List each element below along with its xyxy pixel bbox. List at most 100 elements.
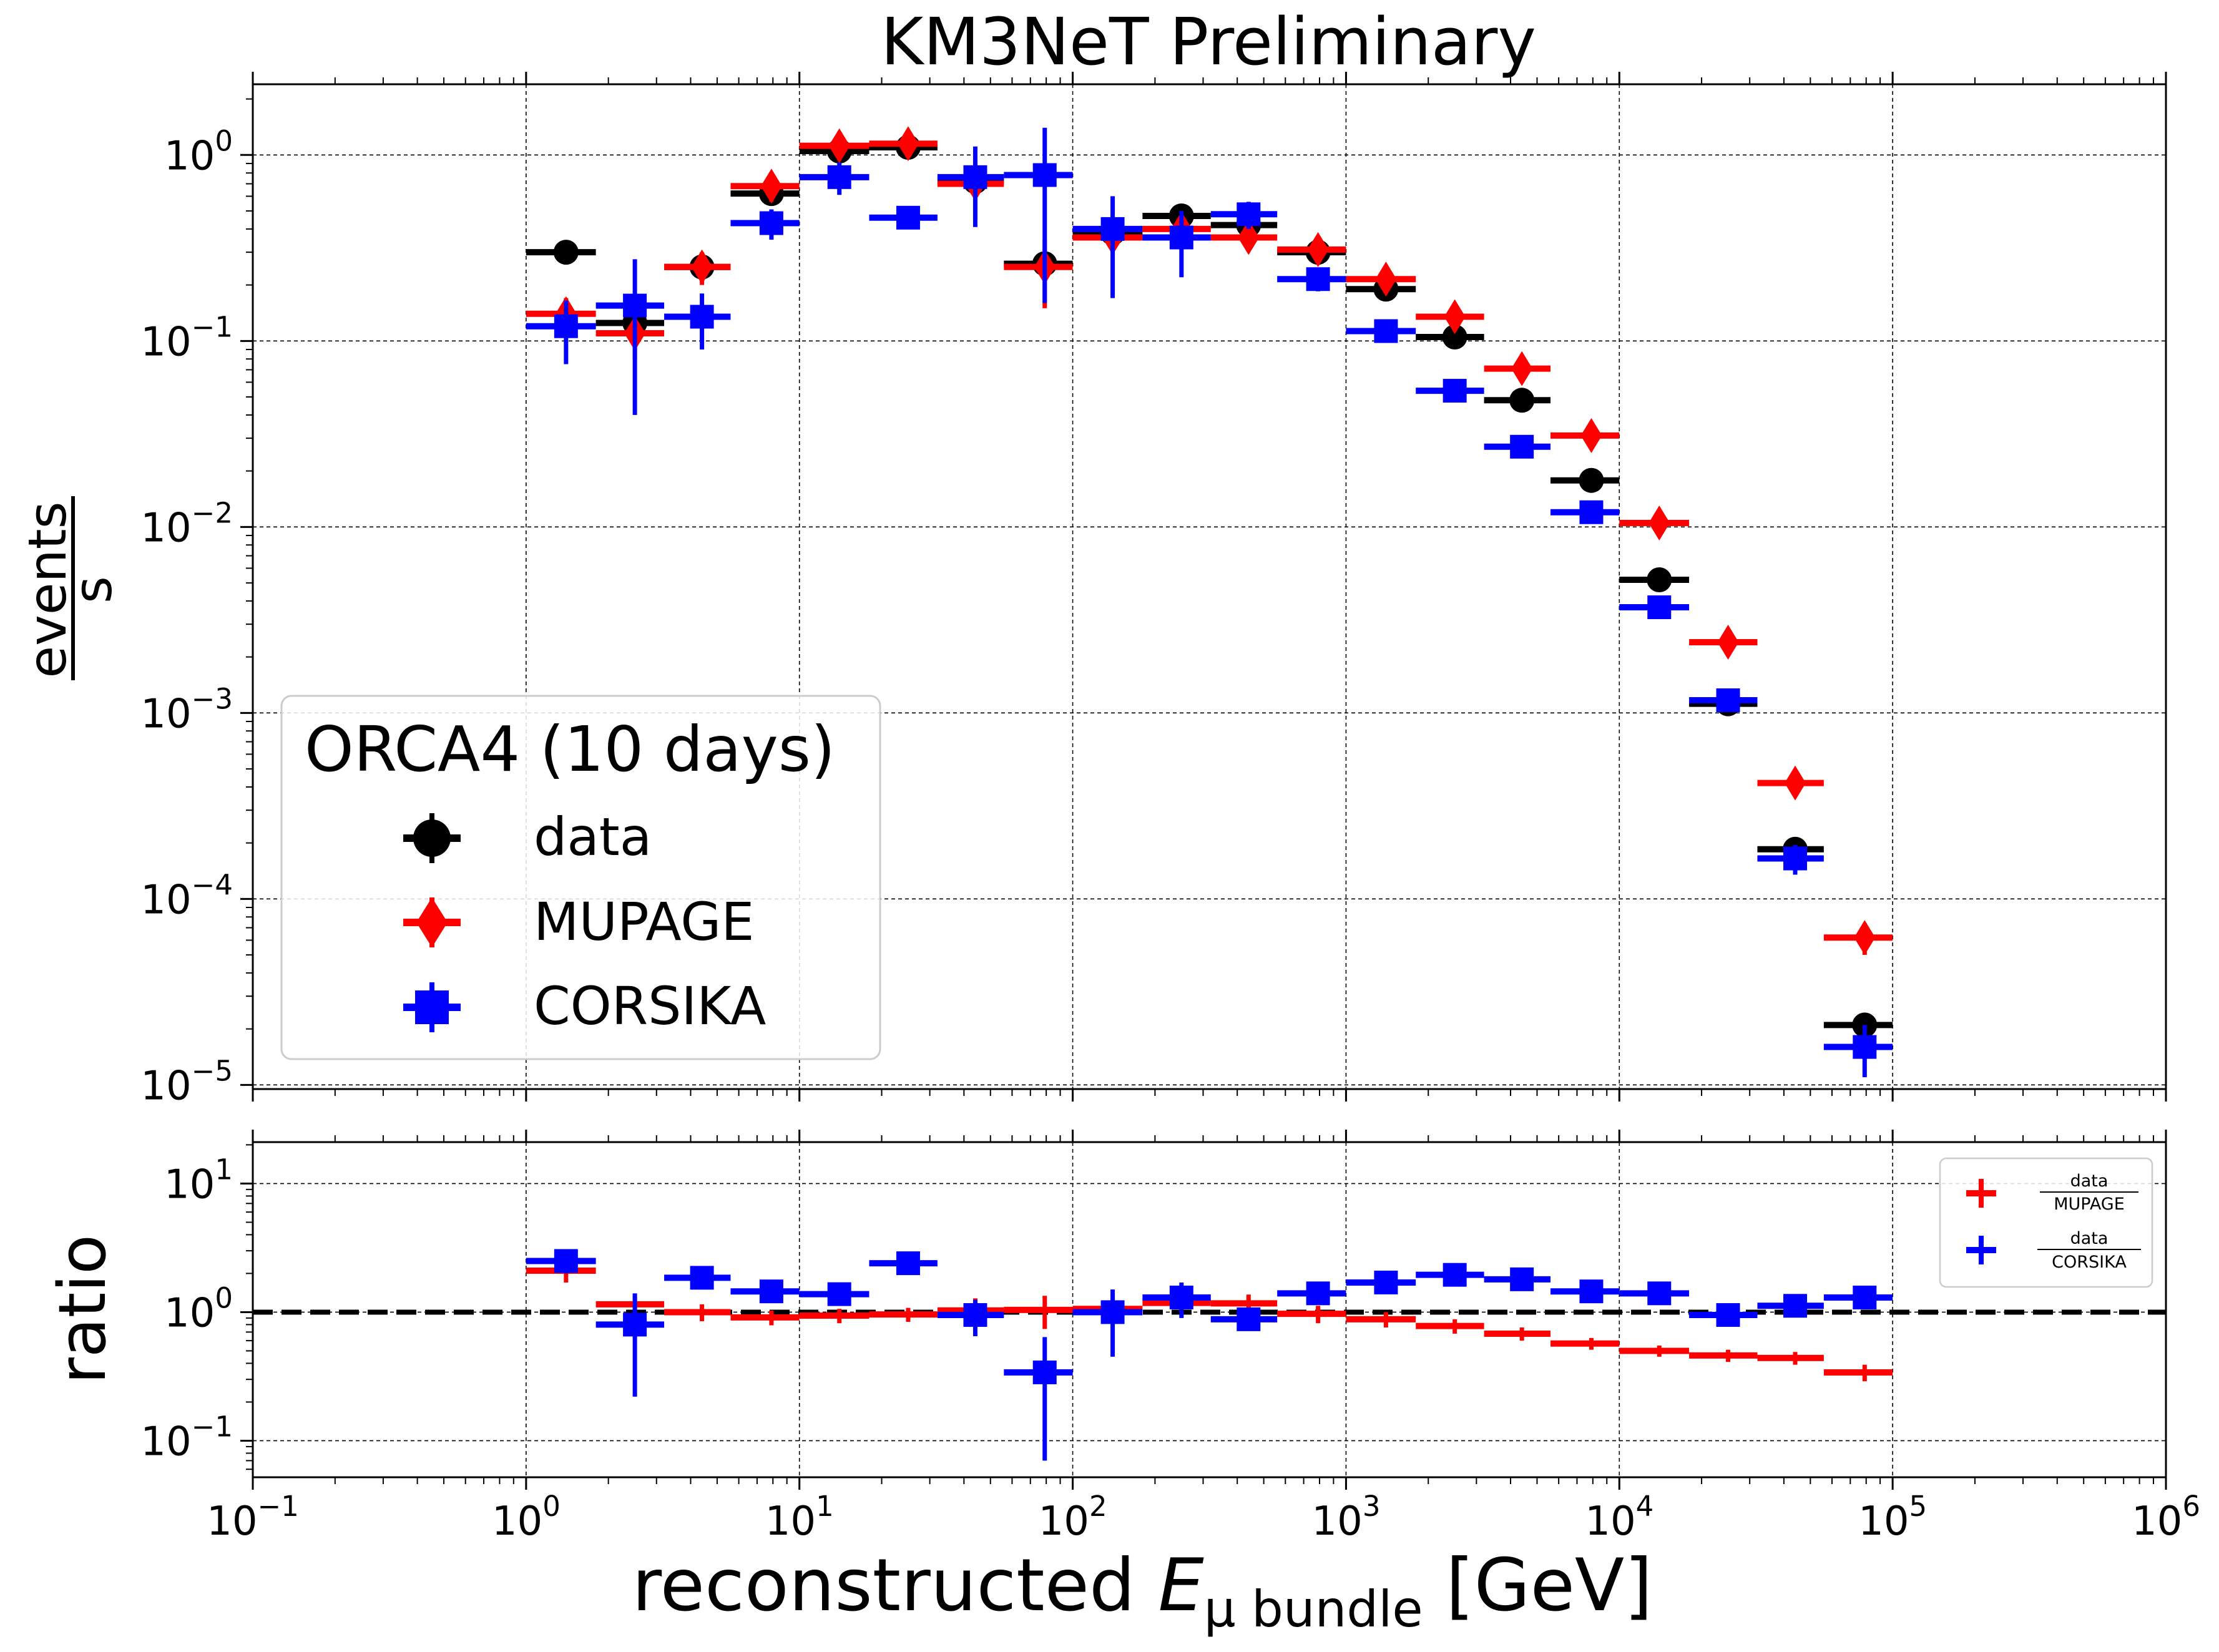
main-mupage-marker	[760, 169, 782, 204]
legend-mupage-marker	[416, 897, 448, 947]
main-corsika-marker	[554, 314, 578, 338]
main-ytick-label-exp: 0	[215, 124, 233, 157]
x-axis-label: reconstructed Eμ bundle [GeV]	[632, 1543, 1652, 1638]
ratio-corsika-marker	[1853, 1285, 1877, 1309]
ratio-corsika-marker	[1579, 1279, 1604, 1304]
main-corsika-point	[1416, 379, 1484, 403]
ratio-series-mupage	[526, 1261, 1893, 1382]
main-legend-box	[280, 695, 881, 1060]
main-corsika-point	[1757, 844, 1824, 875]
main-corsika-point	[937, 146, 1004, 227]
xtick-label: 103	[1311, 1490, 1380, 1545]
ratio-ytick-label: 101	[164, 1153, 233, 1208]
ratio-corsika-point	[595, 1293, 665, 1397]
ratio-corsika-marker	[690, 1266, 714, 1290]
main-axis-ticks	[240, 72, 2167, 1102]
ratio-corsika-point	[1416, 1263, 1484, 1287]
xtick-label-base: 10	[1039, 1498, 1089, 1545]
ratio-mupage-point	[1277, 1306, 1346, 1324]
ratio-mupage-point	[1004, 1296, 1073, 1329]
main-data-point	[526, 240, 596, 265]
ratio-corsika-point	[1004, 1337, 1073, 1461]
main-mupage-point	[664, 249, 731, 285]
main-ytick-label-exp: −3	[192, 682, 233, 715]
main-ytick-label: 100	[164, 124, 233, 179]
main-mupage-point	[1210, 220, 1278, 255]
ratio-y-label: ratio	[44, 1234, 120, 1384]
x-label-unit: [GeV]	[1423, 1543, 1653, 1628]
legend-data-label: data	[534, 806, 652, 868]
main-mupage-marker	[1648, 506, 1670, 541]
main-mupage-marker	[1375, 261, 1397, 297]
ratio-legend-entry-corsika: data CORSIKA	[1966, 1229, 2141, 1272]
ratio-legend: data MUPAGE data CORSIKA	[1939, 1157, 2153, 1288]
ratio-corsika-marker	[554, 1249, 578, 1273]
ratio-corsika-marker	[1443, 1263, 1467, 1287]
ratio-corsika-marker	[1783, 1294, 1808, 1318]
ratio-legend-corsika-denominator: CORSIKA	[2052, 1253, 2127, 1272]
main-ytick-label: 10−3	[140, 682, 233, 737]
main-corsika-marker	[1237, 202, 1261, 227]
main-corsika-marker	[1443, 379, 1467, 403]
xtick-label-exp: 6	[2182, 1490, 2200, 1523]
ratio-axis-ticks	[240, 1130, 2167, 1490]
main-ytick-label-exp: −5	[192, 1054, 233, 1087]
ratio-legend-mupage-denominator: MUPAGE	[2054, 1195, 2125, 1214]
main-data-point	[1484, 388, 1551, 413]
legend-entry-corsika: CORSIKA	[403, 975, 766, 1037]
main-mupage-point	[1689, 625, 1758, 660]
xtick-label: 102	[1039, 1490, 1107, 1545]
main-corsika-point	[1823, 1025, 1893, 1078]
ratio-ytick-label-base: 10	[140, 1419, 191, 1465]
ratio-mupage-point	[1550, 1337, 1620, 1350]
ratio-ytick-label-exp: 0	[215, 1281, 233, 1314]
x-label-subscript: μ bundle	[1204, 1580, 1423, 1638]
ratio-mupage-point	[730, 1310, 800, 1326]
main-series-mupage	[526, 126, 1893, 956]
ratio-corsika-point	[1277, 1281, 1346, 1306]
ratio-corsika-point	[869, 1251, 938, 1276]
main-ytick-label-base: 10	[140, 1063, 191, 1109]
ratio-mupage-point	[869, 1307, 938, 1322]
xtick-label: 100	[492, 1490, 561, 1545]
xtick-label: 101	[765, 1490, 834, 1545]
ratio-corsika-point	[1757, 1294, 1824, 1318]
legend-entry-mupage: MUPAGE	[403, 891, 754, 952]
main-ytick-label: 10−1	[140, 310, 233, 365]
main-mupage-point	[1757, 765, 1824, 801]
xtick-label: 105	[1858, 1490, 1927, 1545]
main-corsika-point	[1004, 127, 1073, 303]
xtick-label-base: 10	[492, 1498, 542, 1545]
main-corsika-marker	[1032, 163, 1057, 187]
ratio-corsika-point	[1689, 1303, 1758, 1327]
main-data-marker	[1647, 567, 1672, 592]
main-ytick-label: 10−2	[140, 496, 233, 551]
ratio-corsika-point	[664, 1266, 731, 1290]
ratio-series-corsika	[526, 1249, 1893, 1461]
main-mupage-marker	[1444, 299, 1466, 335]
ratio-mupage-point	[1346, 1312, 1416, 1327]
xtick-label-exp: 1	[816, 1490, 834, 1523]
main-corsika-point	[799, 162, 869, 195]
main-series-corsika	[526, 127, 1893, 1078]
main-corsika-point	[1484, 434, 1551, 459]
xtick-label-base: 10	[1311, 1498, 1362, 1545]
ratio-mupage-point	[1416, 1319, 1484, 1334]
ratio-ytick-label-exp: 1	[215, 1153, 233, 1186]
main-corsika-marker	[1853, 1035, 1877, 1059]
ratio-corsika-marker	[1306, 1281, 1330, 1306]
ratio-corsika-marker	[963, 1303, 987, 1327]
xtick-label-exp: 0	[542, 1490, 561, 1523]
main-mupage-marker	[1717, 625, 1739, 660]
legend-entry-data: data	[403, 806, 652, 868]
ratio-corsika-marker	[827, 1282, 851, 1306]
main-corsika-marker	[1783, 846, 1808, 871]
main-mupage-point	[1416, 299, 1484, 335]
main-mupage-point	[1619, 506, 1690, 541]
ratio-corsika-point	[1484, 1267, 1551, 1291]
main-mupage-marker	[1580, 418, 1602, 453]
ratio-corsika-marker	[1100, 1300, 1125, 1324]
ratio-corsika-marker	[1510, 1267, 1534, 1291]
main-corsika-marker	[1374, 319, 1398, 343]
main-data-marker	[1509, 388, 1535, 413]
